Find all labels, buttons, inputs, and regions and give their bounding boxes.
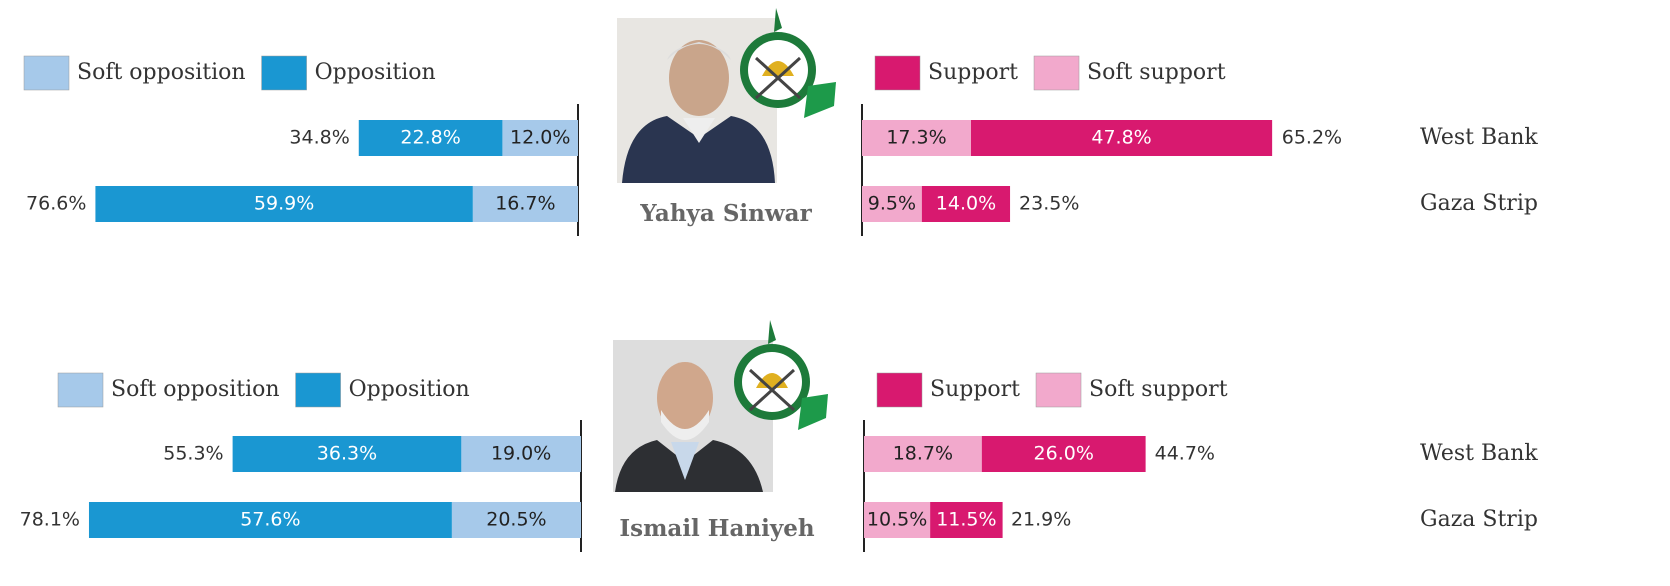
head — [657, 362, 713, 434]
legend-swatch — [261, 55, 307, 91]
bar-value-label: 26.0% — [1034, 443, 1094, 465]
chart-title: Yahya Sinwar — [639, 200, 812, 227]
bar-segment — [95, 186, 473, 222]
category-label: Gaza Strip — [1420, 191, 1538, 216]
bar-value-label: 36.3% — [317, 443, 377, 465]
category-label: Gaza Strip — [1420, 507, 1538, 532]
category-label: West Bank — [1420, 125, 1538, 150]
bar-value-label: 19.0% — [491, 443, 551, 465]
legend-label: Soft opposition — [77, 60, 246, 85]
beard — [661, 410, 709, 440]
total-label: 55.3% — [163, 443, 223, 465]
bar-segment — [970, 120, 1273, 156]
emblem — [734, 320, 828, 430]
legend-swatch — [1033, 55, 1080, 91]
legend-label: Opposition — [315, 60, 436, 85]
bar-segment — [451, 502, 581, 538]
legend-label: Support — [930, 377, 1020, 402]
swords — [754, 56, 802, 100]
legend-label: Soft opposition — [111, 377, 280, 402]
legend-swatch — [57, 372, 104, 408]
bar-segment — [981, 436, 1146, 472]
shirt — [671, 442, 699, 480]
total-label: 76.6% — [26, 193, 86, 215]
bar-value-label: 22.8% — [400, 127, 460, 149]
bar-segment — [502, 120, 578, 156]
flag — [774, 8, 782, 32]
bar-value-label: 12.0% — [510, 127, 570, 149]
swords — [748, 368, 796, 412]
emblem — [740, 8, 836, 118]
head — [669, 40, 729, 116]
banner — [798, 394, 828, 430]
legend-label: Support — [928, 60, 1018, 85]
bar-segment — [864, 436, 982, 472]
bar-value-label: 18.7% — [893, 443, 953, 465]
total-label: 44.7% — [1155, 443, 1215, 465]
bar-segment — [461, 436, 581, 472]
bar-value-label: 9.5% — [868, 193, 916, 215]
bar-value-label: 59.9% — [254, 193, 314, 215]
bar-segment — [88, 502, 452, 538]
bar-segment — [472, 186, 578, 222]
total-label: 78.1% — [20, 509, 80, 531]
legend-swatch — [874, 55, 921, 91]
bar-value-label: 17.3% — [886, 127, 946, 149]
category-label: West Bank — [1420, 441, 1538, 466]
bar-segment — [864, 502, 931, 538]
total-label: 65.2% — [1282, 127, 1342, 149]
bar-value-label: 16.7% — [495, 193, 555, 215]
legend-label: Soft support — [1089, 377, 1228, 402]
bar-value-label: 57.6% — [240, 509, 300, 531]
flag — [768, 320, 776, 344]
legend-swatch — [1035, 372, 1082, 408]
bar-value-label: 20.5% — [486, 509, 546, 531]
total-label: 21.9% — [1011, 509, 1071, 531]
bar-value-label: 47.8% — [1091, 127, 1151, 149]
bar-value-label: 10.5% — [867, 509, 927, 531]
total-label: 23.5% — [1019, 193, 1079, 215]
legend-swatch — [23, 55, 70, 91]
legend-label: Opposition — [349, 377, 470, 402]
bar-segment — [930, 502, 1003, 538]
bar-segment — [862, 186, 922, 222]
suit — [622, 116, 775, 183]
legend-swatch — [876, 372, 923, 408]
banner — [804, 82, 836, 118]
bar-value-label: 14.0% — [936, 193, 996, 215]
bar-segment — [862, 120, 971, 156]
bar-segment — [921, 186, 1011, 222]
shirt — [683, 118, 715, 143]
total-label: 34.8% — [289, 127, 349, 149]
chart-title: Ismail Haniyeh — [619, 515, 815, 542]
bar-value-label: 11.5% — [936, 509, 996, 531]
bar-segment — [358, 120, 503, 156]
legend-label: Soft support — [1087, 60, 1226, 85]
legend-swatch — [295, 372, 341, 408]
bar-segment — [232, 436, 462, 472]
